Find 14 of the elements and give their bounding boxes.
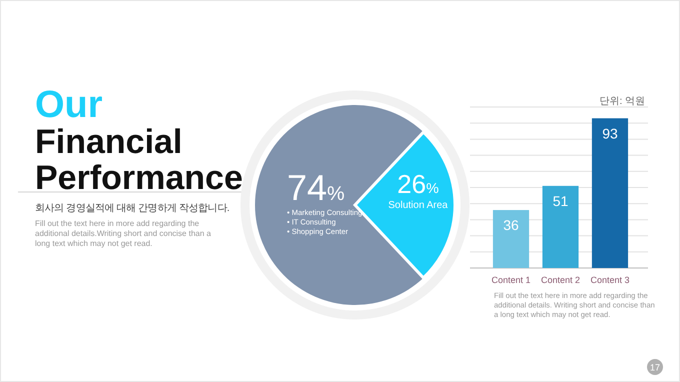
x-tick-label: Content 3 <box>590 275 630 285</box>
data-label: 93 <box>602 125 618 142</box>
x-tick-label: Content 2 <box>540 275 580 285</box>
chart-title: Our Financial Performance <box>35 84 243 197</box>
x-tick-label: Content 1 <box>491 275 531 285</box>
data-label: 74% <box>287 167 345 208</box>
text: 17 <box>650 362 660 372</box>
annotation: 단위: 억원 <box>599 96 645 107</box>
slice-label: Solution Area <box>388 200 448 211</box>
text: 회사의 경영실적에 대해 간명하게 작성합니다. <box>35 203 230 214</box>
data-label: 26% <box>397 169 440 199</box>
data-label: 51 <box>552 192 568 209</box>
text: Fill out the text here in more add regarding the additional details.Writing short and concise than a long text which may not get read. <box>35 219 212 248</box>
data-label: 36 <box>503 217 520 234</box>
